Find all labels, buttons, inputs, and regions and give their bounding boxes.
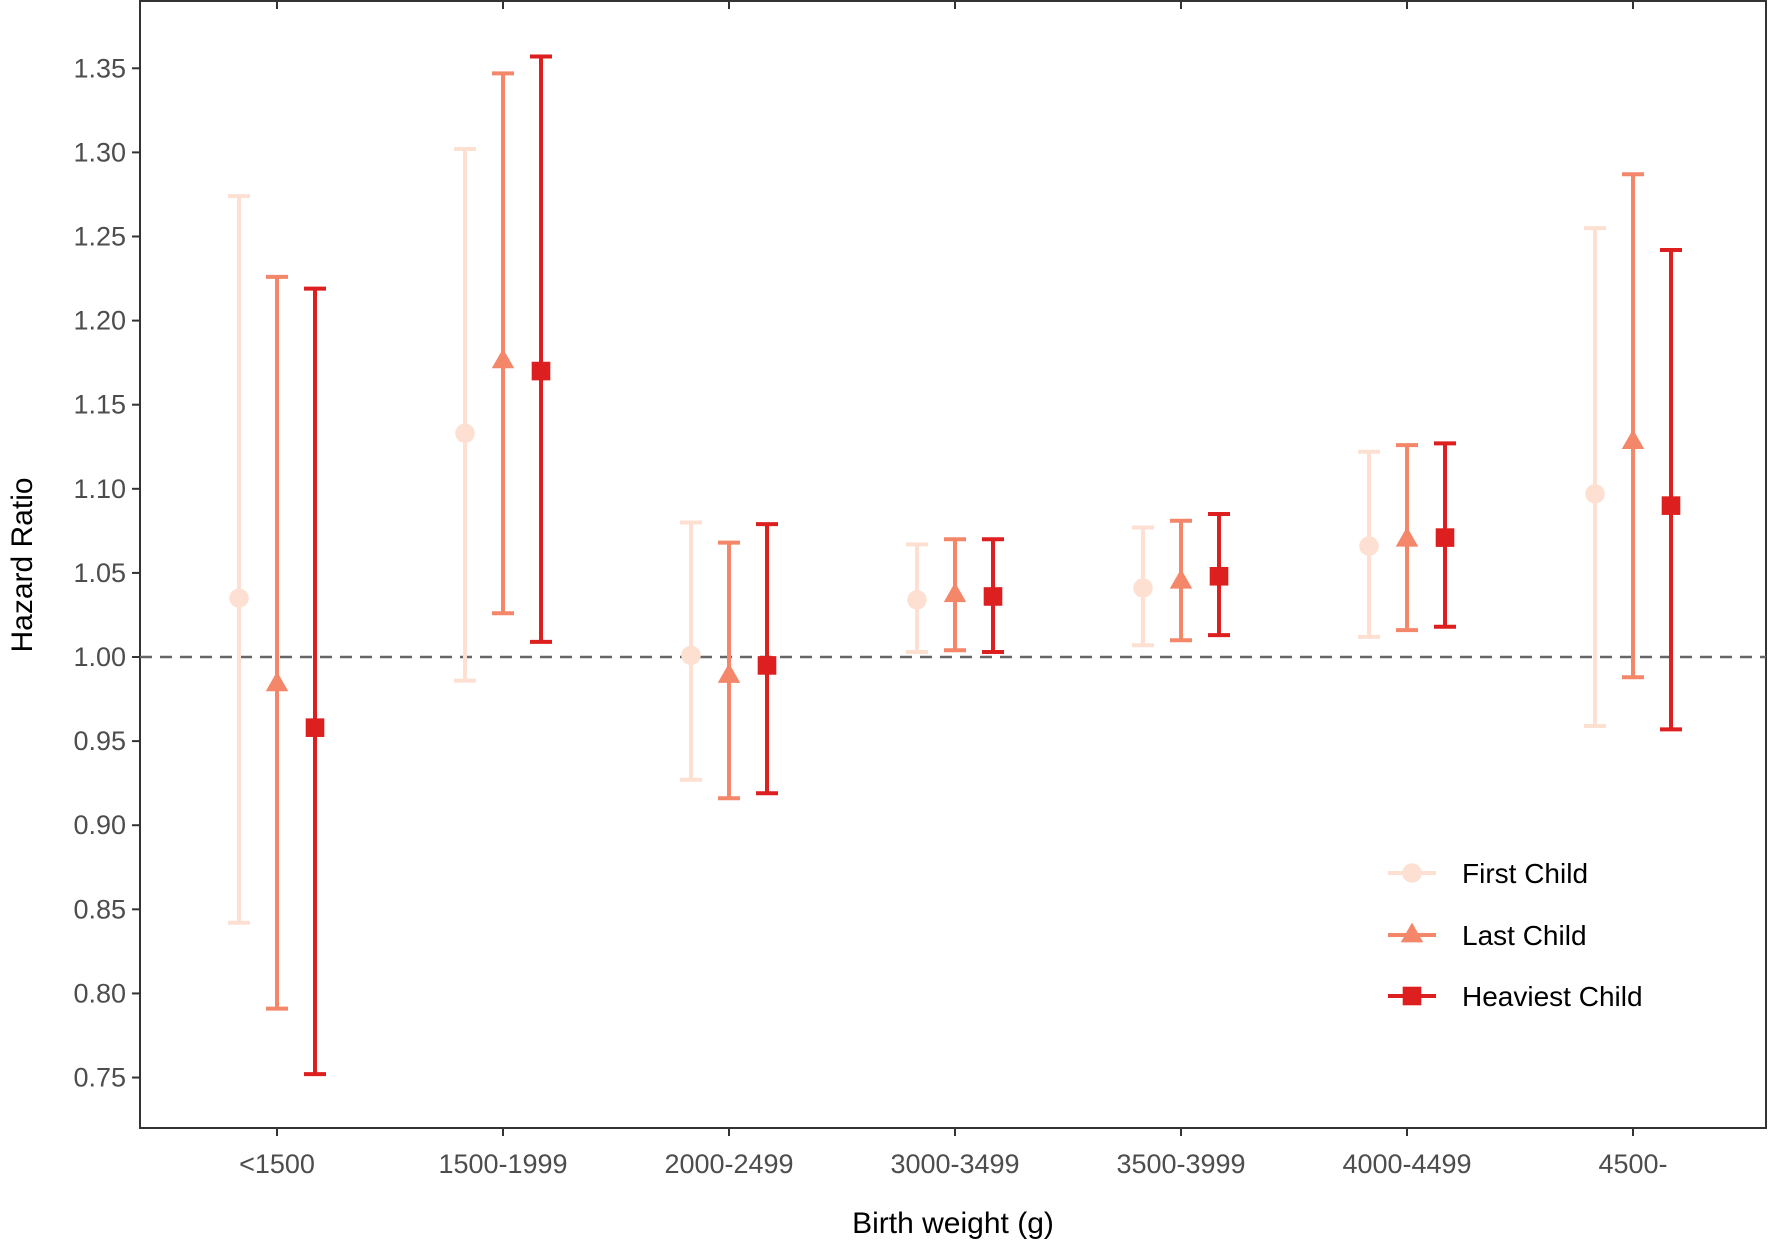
series-last-child [265,71,1645,1011]
legend-label: Heaviest Child [1462,981,1643,1012]
marker-circle [1359,536,1379,556]
marker-triangle [1395,526,1419,547]
marker-circle [229,588,249,608]
x-tick-label: 3500-3999 [1116,1149,1245,1179]
marker-square [1209,566,1229,586]
x-tick-label: 4500- [1598,1149,1667,1179]
marker-square [531,361,551,381]
y-tick-label: 1.30 [73,137,126,167]
y-tick-label: 1.20 [73,306,126,336]
marker-triangle [265,671,289,692]
y-tick-label: 0.80 [73,978,126,1008]
marker-circle [455,423,475,444]
y-tick-label: 0.75 [73,1063,126,1093]
legend-key [1388,863,1436,883]
marker-square [1661,496,1681,515]
x-tick-label: 3000-3499 [890,1149,1019,1179]
marker-circle [907,590,927,610]
marker-triangle [1169,568,1193,589]
y-tick-label: 1.25 [73,221,126,251]
y-tick-label: 0.95 [73,726,126,756]
x-tick-label: <1500 [239,1149,315,1179]
marker-square [1402,986,1422,1006]
marker-circle [1585,484,1605,504]
legend: First Child Last Child Heaviest Child [1388,858,1643,1012]
y-tick-label: 1.35 [73,53,126,83]
y-tick-label: 1.10 [73,474,126,504]
x-tick-label: 2000-2499 [664,1149,793,1179]
marker-square [757,656,777,675]
marker-triangle [1400,922,1424,943]
legend-key [1388,986,1436,1006]
y-tick-label: 1.15 [73,390,126,420]
series-heaviest-child [304,54,1682,1077]
series-first-child [228,147,1606,925]
legend-key [1388,922,1436,943]
marker-square [305,718,325,737]
x-axis-title: Birth weight (g) [852,1207,1054,1240]
y-tick-label: 1.00 [73,642,126,672]
marker-circle [1402,863,1422,883]
x-tick-label: 4000-4499 [1342,1149,1471,1179]
marker-triangle [1621,429,1645,450]
y-axis-title: Hazard Ratio [6,477,39,652]
marker-circle [681,645,701,666]
marker-triangle [717,663,741,683]
y-tick-label: 0.85 [73,894,126,924]
marker-circle [1133,578,1153,598]
legend-label: First Child [1462,858,1588,889]
marker-square [1435,528,1455,547]
legend-label: Last Child [1462,920,1587,951]
y-tick-label: 0.90 [73,810,126,840]
y-tick-label: 1.05 [73,558,126,588]
marker-triangle [491,348,515,369]
marker-square [983,587,1003,606]
x-tick-label: 1500-1999 [438,1149,567,1179]
marker-triangle [943,582,967,603]
